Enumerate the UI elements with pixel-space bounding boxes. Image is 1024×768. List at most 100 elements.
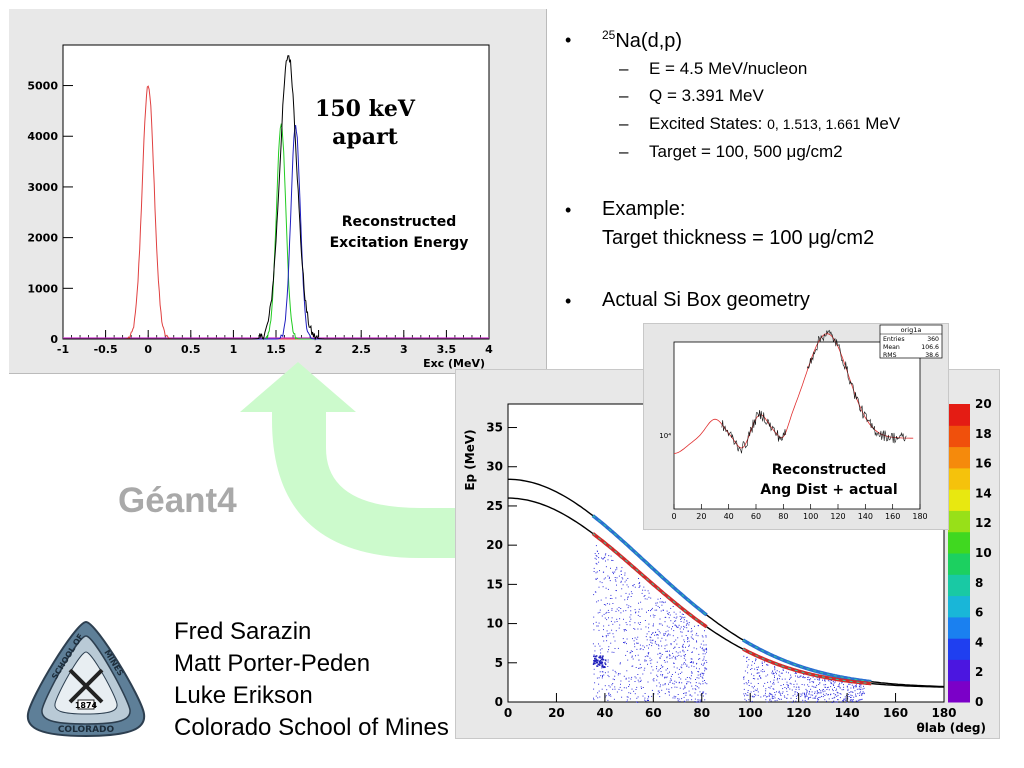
scatter-point bbox=[633, 640, 635, 642]
scatter-point bbox=[773, 673, 775, 674]
scatter-point bbox=[604, 666, 606, 668]
bullet-glyph: • bbox=[565, 200, 572, 220]
scatter-point bbox=[681, 698, 683, 700]
scatter-point bbox=[810, 688, 812, 690]
scatter-point bbox=[639, 677, 641, 679]
scatter-point bbox=[630, 596, 632, 597]
scatter-point bbox=[637, 679, 639, 681]
scatter-point bbox=[647, 695, 649, 697]
scatter-point bbox=[692, 661, 694, 663]
scatter-point bbox=[684, 616, 686, 618]
scatter-point bbox=[635, 612, 636, 614]
scatter-point bbox=[626, 643, 627, 645]
scatter-point bbox=[806, 690, 808, 691]
scatter-point bbox=[786, 697, 788, 699]
scatter-point bbox=[658, 682, 660, 684]
scatter-point bbox=[655, 631, 657, 633]
scatter-point bbox=[691, 637, 693, 639]
scatter-point bbox=[792, 695, 794, 697]
scatter-point bbox=[611, 608, 613, 610]
scatter-point bbox=[814, 697, 816, 699]
scatter-point bbox=[651, 632, 653, 634]
scatter-point bbox=[746, 666, 748, 668]
scatter-point bbox=[773, 695, 775, 697]
scatter-point bbox=[603, 613, 605, 615]
scatter-point bbox=[689, 694, 691, 696]
scatter-point bbox=[681, 682, 683, 684]
scatter-point bbox=[676, 655, 678, 657]
scatter-point bbox=[703, 672, 705, 674]
scatter-point bbox=[598, 656, 601, 659]
scatter-point bbox=[593, 616, 595, 618]
scatter-point bbox=[677, 673, 679, 675]
scatter-point bbox=[807, 679, 809, 681]
scatter-point bbox=[594, 660, 596, 663]
scatter-point bbox=[746, 656, 748, 658]
scatter-point bbox=[705, 693, 707, 695]
scatter-point bbox=[683, 621, 685, 623]
scatter-point bbox=[675, 625, 677, 627]
scatter-point bbox=[632, 658, 634, 660]
scatter-point bbox=[859, 694, 861, 696]
scatter-point bbox=[855, 685, 856, 687]
scatter-point bbox=[593, 668, 595, 670]
scatter-point bbox=[682, 645, 684, 647]
scatter-point bbox=[690, 658, 692, 660]
scatter-point bbox=[644, 656, 646, 658]
scatter-point bbox=[644, 589, 646, 591]
scatter-point bbox=[818, 684, 820, 685]
x-tick-label: 3 bbox=[400, 343, 408, 356]
scatter-point bbox=[592, 643, 594, 645]
scatter-point bbox=[612, 683, 614, 684]
scatter-point bbox=[677, 652, 679, 654]
scatter-point bbox=[600, 658, 603, 661]
scatter-point bbox=[688, 645, 690, 647]
scatter-point bbox=[612, 633, 614, 635]
scatter-point bbox=[675, 613, 677, 615]
scatter-point bbox=[836, 701, 838, 703]
scatter-point bbox=[673, 683, 675, 685]
scatter-point bbox=[764, 682, 766, 684]
scatter-point bbox=[686, 627, 688, 629]
scatter-point bbox=[668, 633, 670, 635]
scatter-point bbox=[634, 693, 636, 695]
scatter-point bbox=[597, 612, 599, 614]
scatter-point bbox=[670, 678, 672, 680]
scatter-point bbox=[751, 700, 753, 702]
scatter-point bbox=[681, 631, 683, 633]
scatter-point bbox=[745, 682, 747, 684]
scatter-point bbox=[844, 698, 846, 700]
scatter-point bbox=[784, 678, 786, 680]
scatter-point bbox=[598, 561, 600, 563]
scatter-point bbox=[688, 640, 690, 642]
scatter-point bbox=[609, 598, 611, 599]
scatter-point bbox=[808, 697, 810, 698]
scatter-point bbox=[599, 660, 601, 663]
scatter-point bbox=[694, 698, 696, 700]
scatter-point bbox=[789, 678, 790, 680]
scatter-point bbox=[772, 670, 773, 672]
scatter-point bbox=[599, 696, 601, 698]
scatter-point bbox=[699, 658, 701, 660]
scatter-point bbox=[760, 696, 762, 698]
scatter-point bbox=[634, 637, 636, 639]
scatter-point bbox=[823, 693, 825, 695]
colorbar-segment bbox=[948, 659, 970, 682]
scatter-point bbox=[613, 636, 615, 638]
scatter-point bbox=[855, 684, 857, 686]
scatter-point bbox=[683, 619, 685, 621]
colorbar-segment bbox=[948, 616, 970, 639]
scatter-point bbox=[605, 604, 607, 606]
scatter-point bbox=[814, 692, 816, 694]
scatter-point bbox=[623, 618, 624, 620]
scatter-point bbox=[839, 687, 841, 689]
x-tick-label: 0 bbox=[504, 706, 512, 720]
scatter-point bbox=[627, 596, 629, 598]
scatter-point bbox=[607, 588, 609, 590]
scatter-point bbox=[843, 684, 844, 686]
scatter-point bbox=[622, 578, 624, 580]
y-tick-label: 20 bbox=[486, 538, 503, 552]
x-tick-label: -0.5 bbox=[94, 343, 118, 356]
scatter-point bbox=[687, 630, 689, 632]
x-tick-label: 40 bbox=[597, 706, 614, 720]
